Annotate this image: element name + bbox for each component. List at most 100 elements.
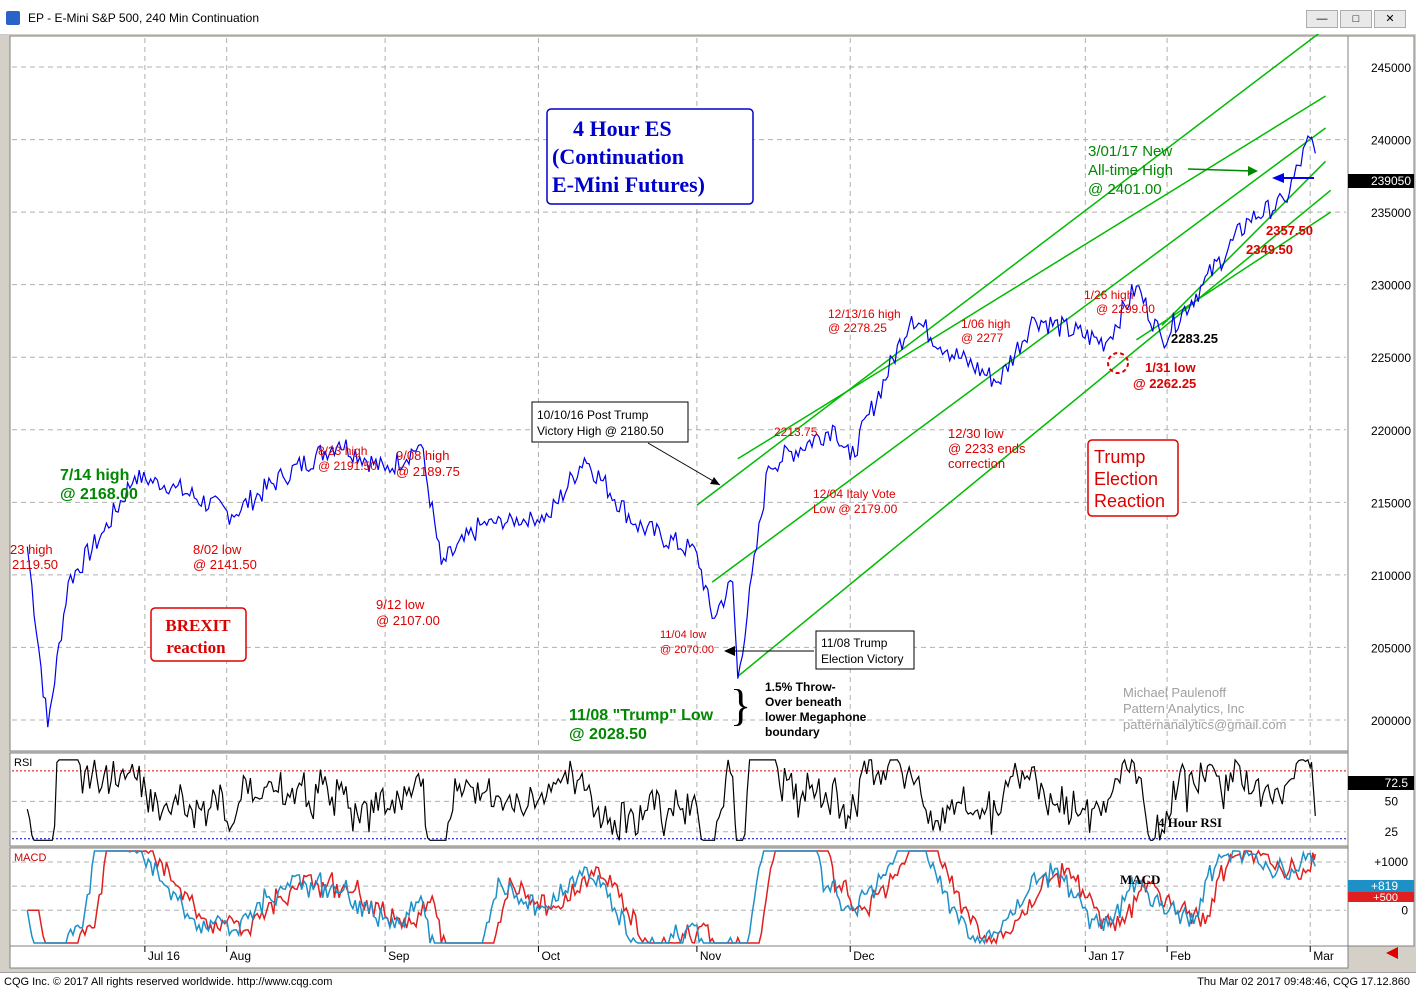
price-tick-label: 200000 xyxy=(1371,714,1411,728)
status-timestamp: Thu Mar 02 2017 09:48:46, CQG 17.12.860 xyxy=(1197,976,1410,988)
last-price-tag xyxy=(1348,174,1414,188)
macd-value-tag-text: +819 xyxy=(1371,879,1398,893)
last-price-arrowhead xyxy=(1272,173,1284,183)
ann-2357: 2357.50 xyxy=(1266,223,1313,238)
election-victory-box: 11/08 Trump Election Victory xyxy=(724,630,915,670)
ann-correction: correction xyxy=(948,456,1005,471)
rsi-panel xyxy=(9,752,1349,847)
maximize-button[interactable]: □ xyxy=(1340,10,1372,28)
low-circle-marker xyxy=(1107,352,1129,374)
macd-series-label: MACD xyxy=(1120,872,1160,887)
ann-23-high: 23 high xyxy=(10,542,53,557)
chart-canvas[interactable]: 200000 205000 210000 215000 220000 225000 2300… xyxy=(8,34,1416,970)
ann-2070: @ 2070.00 xyxy=(660,644,714,656)
close-button[interactable]: ✕ xyxy=(1374,10,1406,28)
ann-12-30-low: 12/30 low xyxy=(948,426,1004,441)
scroll-left-icon[interactable] xyxy=(1386,947,1398,959)
post-trump-line-1: 10/10/16 Post Trump xyxy=(537,408,649,422)
signal-value-tag xyxy=(1348,892,1414,902)
brace-symbol: } xyxy=(730,681,751,730)
ann-8-02-low: 8/02 low xyxy=(193,542,242,557)
trump-box-line-1: Trump xyxy=(1094,447,1145,467)
ann-2401: @ 2401.00 xyxy=(1088,181,1162,198)
ann-2179: Low @ 2179.00 xyxy=(813,502,898,516)
time-tick-label: Sep xyxy=(388,949,410,963)
time-tick-label: Jul 16 xyxy=(148,949,180,963)
ann-1-06-high: 1/06 high xyxy=(961,317,1010,331)
trump-election-box: Trump Election Reaction xyxy=(1087,439,1179,517)
throwover-note: } 1.5% Throw- Over beneath lower Megapho… xyxy=(730,680,867,739)
watermark-line-3: patternanalytics@gmail.com xyxy=(1123,717,1286,732)
rsi-line xyxy=(26,758,1316,841)
macd-signal-line xyxy=(27,849,1317,946)
channel-mid-channel xyxy=(711,127,1327,583)
ann-2278: @ 2278.25 xyxy=(828,321,887,335)
ann-2349: 2349.50 xyxy=(1246,242,1293,257)
price-axis xyxy=(1347,35,1415,947)
ann-trump-low: 11/08 "Trump" Low xyxy=(569,707,714,724)
brexit-box: BREXIT reaction xyxy=(150,607,247,662)
ann-1-31-low: 1/31 low xyxy=(1145,360,1196,375)
ann-8-23-high: 8/23 high xyxy=(318,444,367,458)
ann-12-13-high: 12/13/16 high xyxy=(828,307,901,321)
trump-box-line-3: Reaction xyxy=(1094,491,1165,511)
chart-window: 200000 205000 210000 215000 220000 225000 2300… xyxy=(8,34,1416,970)
title-line-3: E-Mini Futures) xyxy=(552,172,705,197)
price-tick-label: 230000 xyxy=(1371,279,1411,293)
price-tick-label: 210000 xyxy=(1371,569,1411,583)
channel-lines xyxy=(696,34,1332,678)
ann-2277: @ 2277 xyxy=(961,331,1004,345)
trump-box-line-2: Election xyxy=(1094,469,1158,489)
status-copyright: CQG Inc. © 2017 All rights reserved worl… xyxy=(4,976,333,988)
watermark-line-2: Pattern Analytics, Inc xyxy=(1123,701,1245,716)
price-tick-label: 215000 xyxy=(1371,496,1411,510)
rsi-series-label: 4 Hour RSI xyxy=(1158,815,1222,830)
y-axis-labels: 200000 205000 210000 215000 220000 225000 2300… xyxy=(1371,61,1411,917)
throwover-line-3: lower Megaphone xyxy=(765,710,867,724)
price-series xyxy=(26,135,1316,728)
last-price-tag-text: 239050 xyxy=(1371,174,1411,188)
macd-panel-label: MACD xyxy=(14,852,46,864)
time-tick-label: Aug xyxy=(230,949,251,963)
election-line-1: 11/08 Trump xyxy=(821,636,888,650)
election-line-2: Election Victory xyxy=(821,652,903,666)
ann-1-26-high: 1/26 high xyxy=(1084,288,1133,302)
throwover-line-4: boundary xyxy=(765,725,820,739)
ann-3-01-new: 3/01/17 New xyxy=(1088,143,1172,160)
title-line-1: 4 Hour ES xyxy=(573,116,672,141)
ann-9-08-high: 9/08 high xyxy=(396,448,450,463)
time-tick-label: Mar xyxy=(1313,949,1334,963)
macd-panel xyxy=(9,847,1349,947)
rsi-value-tag-text: 72.5 xyxy=(1385,776,1409,790)
watermark: Michael Paulenoff Pattern Analytics, Inc… xyxy=(1123,685,1286,732)
rsi-panel-label: RSI xyxy=(14,757,32,769)
rsi-series xyxy=(26,758,1316,841)
annotations: 23 high 2119.50 7/14 high @ 2168.00 8/02… xyxy=(10,143,1314,743)
ann-2233: @ 2233 ends xyxy=(948,441,1026,456)
post-trump-box: 10/10/16 Post Trump Victory High @ 2180.… xyxy=(531,401,721,486)
ann-2262: @ 2262.25 xyxy=(1133,376,1196,391)
channel-upper-channel xyxy=(737,95,1326,460)
macd-series xyxy=(26,849,1317,946)
price-tick-label: 235000 xyxy=(1371,206,1411,220)
throwover-line-2: Over beneath xyxy=(765,695,842,709)
ann-11-04-low: 11/04 low xyxy=(660,629,706,641)
macd-tick-label: +1000 xyxy=(1374,855,1408,869)
post-trump-line-2: Victory High @ 2180.50 xyxy=(537,424,664,438)
signal-value-tag-text: +500 xyxy=(1373,892,1398,904)
price-tick-label: 225000 xyxy=(1371,351,1411,365)
price-line xyxy=(26,135,1316,728)
app-icon xyxy=(6,11,20,25)
macd-value-tag xyxy=(1348,880,1414,892)
minimize-button[interactable]: — xyxy=(1306,10,1338,28)
macd-tick-label: 0 xyxy=(1401,903,1408,917)
title-line-2: (Continuation xyxy=(552,144,684,169)
x-axis-labels: Jul 16 Aug Sep Oct Nov Dec Jan 17 Feb Mar xyxy=(144,946,1334,963)
macd-line xyxy=(26,849,1316,946)
price-tick-label: 220000 xyxy=(1371,424,1411,438)
price-tick-label: 245000 xyxy=(1371,61,1411,75)
channel-steep-lower xyxy=(1136,211,1332,341)
title-box: 4 Hour ES (Continuation E-Mini Futures) xyxy=(546,108,754,205)
ann-2168: @ 2168.00 xyxy=(60,486,138,503)
time-tick-label: Oct xyxy=(541,949,560,963)
